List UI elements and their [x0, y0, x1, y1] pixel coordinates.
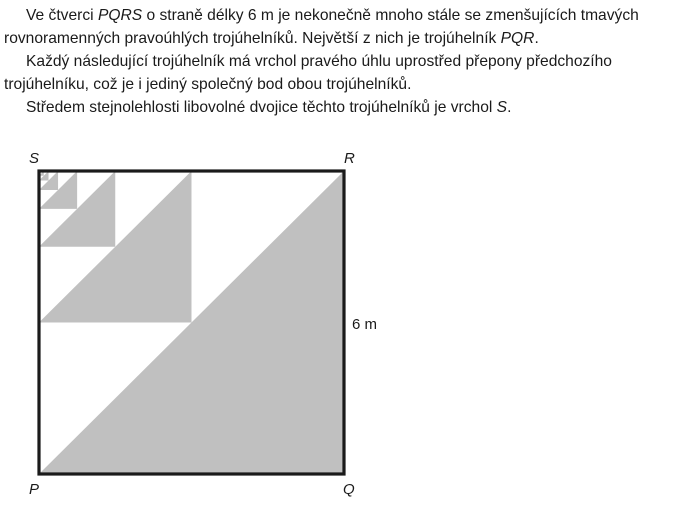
label-R: R — [344, 150, 355, 167]
square-outline — [37, 169, 346, 476]
p1-text-3: . — [534, 30, 539, 47]
label-P: P — [29, 481, 39, 498]
vertex-name: S — [496, 99, 508, 116]
dark-triangle-4 — [39, 171, 78, 209]
label-S: S — [29, 150, 39, 167]
paragraph-2: Každý následující trojúhelník má vrchol … — [4, 53, 612, 93]
label-side-length: 6 m — [352, 316, 377, 333]
problem-text: Ve čtverci PQRS o straně délky 6 m je ne… — [4, 4, 688, 119]
triangle-name: PQR — [500, 30, 535, 47]
square-name: PQRS — [97, 7, 143, 24]
triangles-group — [39, 171, 344, 474]
p1-text-2: o straně délky 6 m je nekonečně mnoho st… — [4, 7, 639, 47]
dark-triangle-5 — [39, 171, 59, 190]
label-Q: Q — [343, 481, 355, 498]
paragraph-3: Středem stejnolehlosti libovolné dvojice… — [4, 96, 688, 119]
p1-text-1: Ve čtverci — [26, 7, 98, 24]
p3-text-2: . — [507, 99, 512, 116]
paragraph-1: Ve čtverci PQRS o straně délky 6 m je ne… — [4, 4, 688, 50]
dark-triangle-6 — [39, 171, 49, 181]
p3-text-1: Středem stejnolehlosti libovolné dvojice… — [26, 99, 497, 116]
